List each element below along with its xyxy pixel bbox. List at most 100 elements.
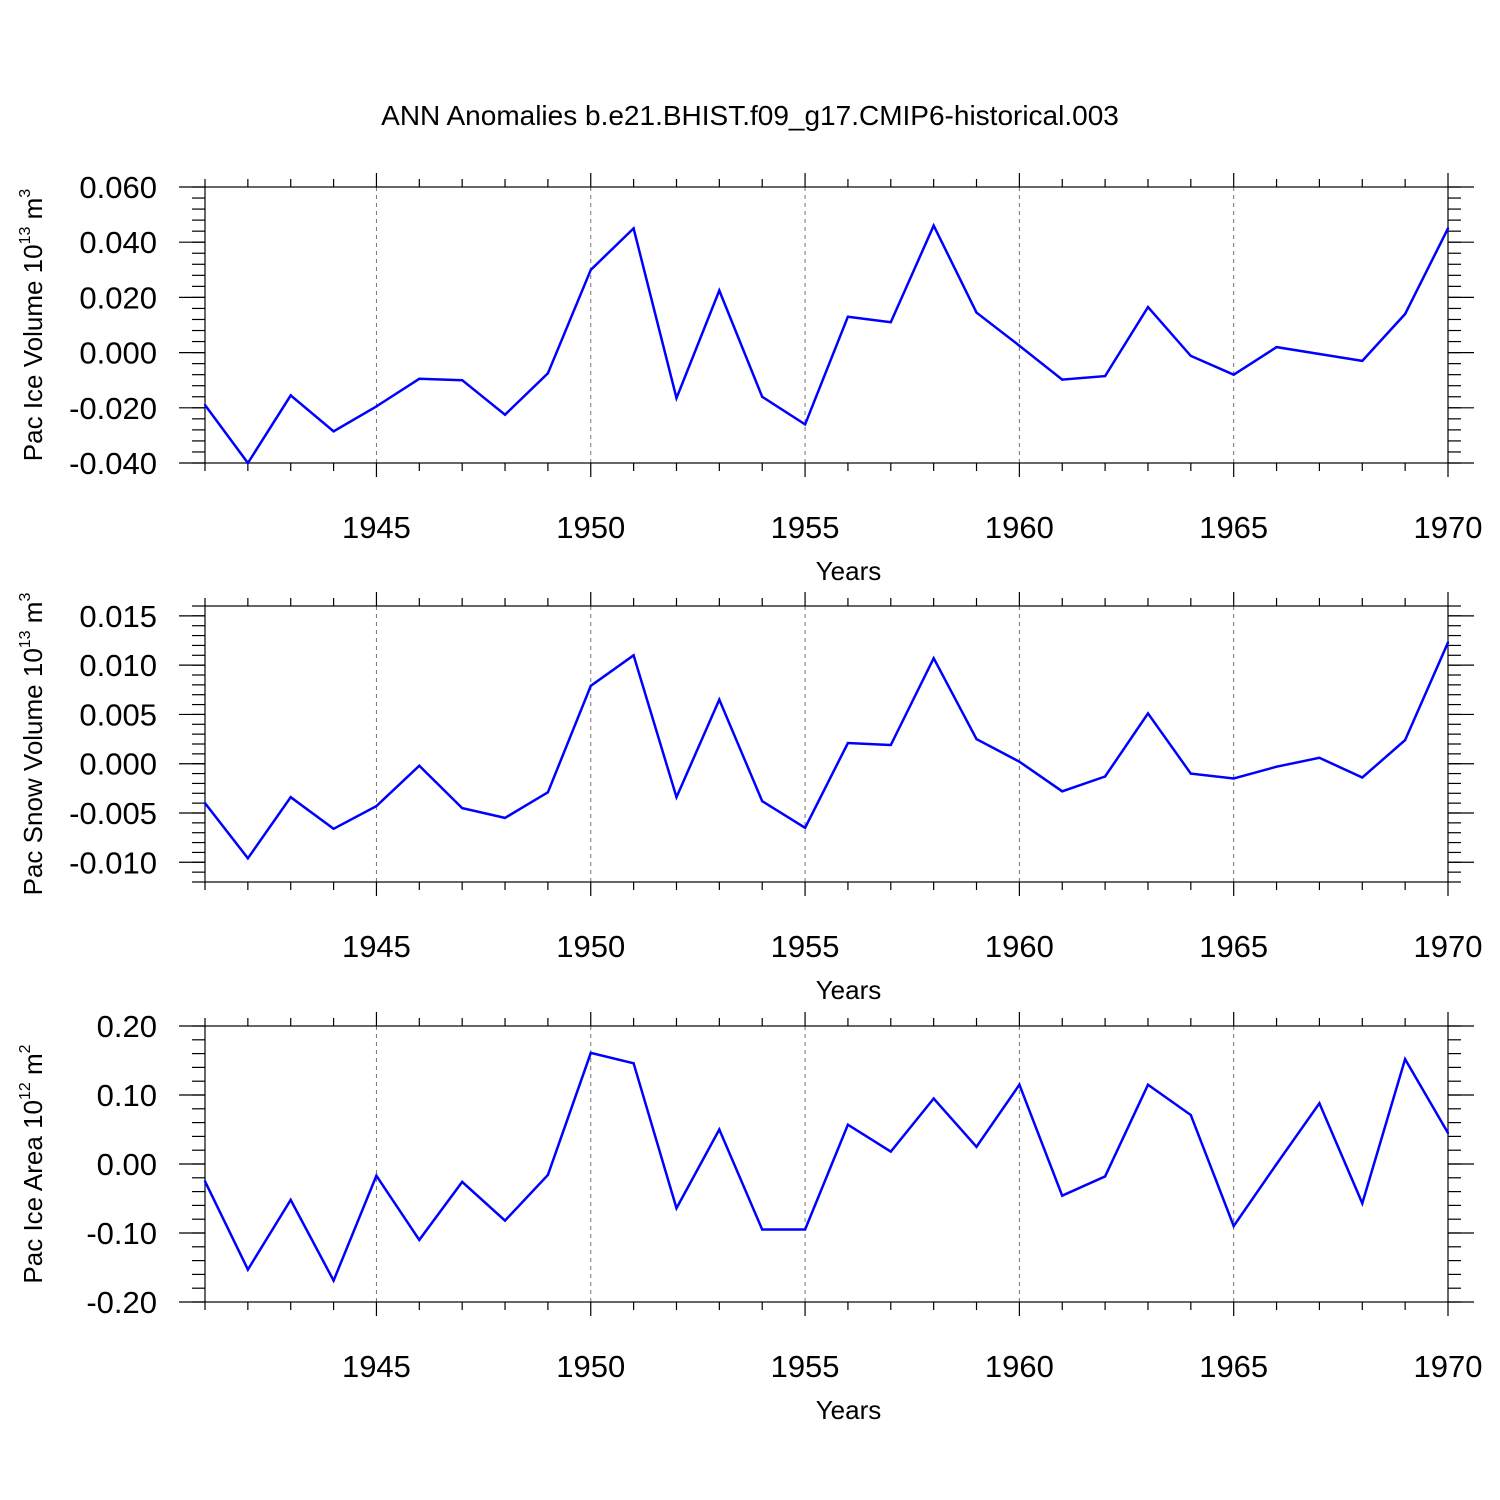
y-axis-title: Pac Ice Volume 1013 m3 <box>17 189 48 462</box>
data-point-1947 <box>460 806 464 810</box>
plot-frame <box>204 605 1449 883</box>
data-point-1970 <box>1446 1131 1450 1135</box>
data-point-1943 <box>289 1198 292 1202</box>
y-axis-title-exponent: 13 <box>17 630 34 648</box>
data-point-1945 <box>375 804 378 808</box>
data-point-1964 <box>1189 1113 1193 1117</box>
data-point-1953 <box>718 289 721 292</box>
data-point-1965 <box>1232 373 1235 376</box>
data-point-1952 <box>675 396 678 400</box>
data-point-1962 <box>1103 1175 1107 1178</box>
panel-ice-area: -0.20 -0.10 0.00 0.10 0.20 1945 1950 1955 1960 19… <box>17 1009 1482 1425</box>
y-axis-title: Pac Snow Volume 1013 m3 <box>17 593 48 896</box>
y-tick-label: 0.040 <box>79 225 157 260</box>
data-point-1944 <box>332 430 335 433</box>
data-point-1943 <box>289 394 292 397</box>
data-point-1970 <box>1446 227 1450 230</box>
y-tick-label: -0.040 <box>69 446 157 481</box>
y-tick-label: 0.060 <box>79 170 157 205</box>
data-point-1942 <box>246 1268 250 1271</box>
data-point-1960 <box>1018 760 1021 763</box>
data-point-1968 <box>1361 776 1364 779</box>
data-point-1949 <box>546 791 550 794</box>
x-tick-label: 1950 <box>556 929 625 964</box>
x-tick-label: 1955 <box>771 929 840 964</box>
x-axis-title: Years <box>816 1395 882 1425</box>
data-point-1944 <box>332 827 335 830</box>
data-point-1954 <box>761 799 764 803</box>
data-point-1943 <box>289 796 292 799</box>
plot-frame <box>204 1025 1449 1303</box>
data-point-1960 <box>1018 1083 1021 1086</box>
x-tick-label: 1960 <box>985 929 1054 964</box>
y-tick-label: 0.020 <box>79 280 157 315</box>
data-point-1942 <box>246 857 250 860</box>
x-tick-label: 1950 <box>556 1349 625 1384</box>
data-point-1948 <box>503 816 507 820</box>
data-point-1964 <box>1189 772 1193 775</box>
y-tick-label: 0.005 <box>79 697 157 732</box>
data-point-1941 <box>203 403 207 407</box>
data-point-1956 <box>846 315 850 318</box>
data-point-1966 <box>1275 1162 1278 1166</box>
data-point-1969 <box>1403 312 1407 316</box>
data-point-1942 <box>246 461 250 465</box>
data-point-1945 <box>375 1174 378 1177</box>
x-tick-label: 1970 <box>1414 510 1483 545</box>
y-tick-label: -0.005 <box>69 796 157 831</box>
data-point-1949 <box>546 1173 550 1177</box>
data-point-1967 <box>1318 352 1321 356</box>
data-point-1945 <box>375 405 378 408</box>
series-line-snow-volume <box>204 641 1450 861</box>
data-point-1965 <box>1232 777 1235 780</box>
y-tick-label: -0.020 <box>69 391 157 426</box>
data-point-1958 <box>932 224 935 227</box>
data-point-1946 <box>418 1238 421 1242</box>
data-point-1958 <box>932 1097 935 1100</box>
data-point-1961 <box>1061 790 1064 793</box>
y-tick-label: -0.20 <box>86 1285 157 1320</box>
x-tick-label: 1965 <box>1199 1349 1268 1384</box>
data-point-1952 <box>675 796 678 799</box>
x-tick-label: 1945 <box>342 1349 411 1384</box>
data-point-1967 <box>1318 756 1321 759</box>
panel-snow-volume: -0.010 -0.005 0.000 0.005 0.010 0.015 1945 1950… <box>17 592 1482 1005</box>
data-point-1955 <box>803 423 807 426</box>
y-axis-title-unit-exponent: 3 <box>17 593 34 602</box>
data-point-1957 <box>889 321 892 324</box>
data-point-1963 <box>1146 1083 1150 1086</box>
data-point-1968 <box>1361 1202 1364 1205</box>
y-axis-title-exponent: 13 <box>17 226 34 244</box>
data-point-1959 <box>975 737 978 741</box>
data-point-1970 <box>1446 641 1450 644</box>
data-point-1956 <box>846 741 850 745</box>
data-point-1948 <box>503 413 507 416</box>
x-tick-label: 1955 <box>771 1349 840 1384</box>
y-axis-title-unit: m <box>18 602 48 631</box>
x-tick-label: 1950 <box>556 510 625 545</box>
x-tick-label: 1960 <box>985 1349 1054 1384</box>
y-tick-label: 0.000 <box>79 747 157 782</box>
data-point-1955 <box>803 826 807 829</box>
x-tick-label: 1945 <box>342 929 411 964</box>
data-point-1957 <box>889 1150 892 1153</box>
data-point-1941 <box>203 801 207 805</box>
x-tick-label: 1960 <box>985 510 1054 545</box>
data-point-1958 <box>932 657 935 660</box>
data-point-1961 <box>1061 378 1064 381</box>
data-point-1946 <box>418 764 421 767</box>
y-tick-label: 0.00 <box>97 1147 157 1182</box>
data-point-1948 <box>503 1219 507 1222</box>
y-axis-title-unit: m <box>18 198 48 227</box>
x-tick-label: 1965 <box>1199 510 1268 545</box>
data-point-1962 <box>1103 775 1107 778</box>
panel-ice-volume: -0.040 -0.020 0.000 0.020 0.040 0.060 1945 1950… <box>17 170 1482 586</box>
data-point-1966 <box>1275 765 1278 768</box>
data-point-1956 <box>846 1123 850 1126</box>
data-point-1950 <box>589 684 592 688</box>
x-tick-label: 1945 <box>342 510 411 545</box>
data-point-1953 <box>718 1128 721 1131</box>
x-axis-title: Years <box>816 556 882 586</box>
x-tick-label: 1970 <box>1414 1349 1483 1384</box>
